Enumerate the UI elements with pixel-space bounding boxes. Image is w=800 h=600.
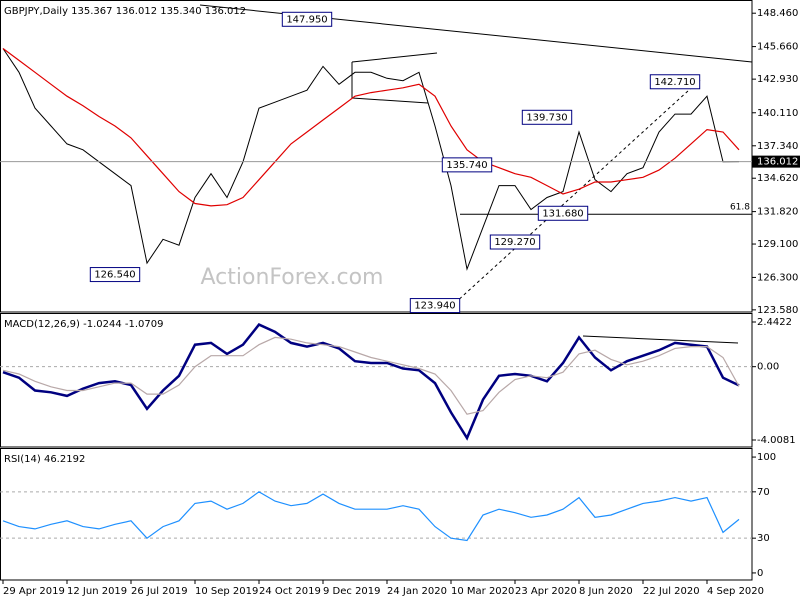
y-tick-label: 134.620: [757, 173, 798, 184]
annotation-label: 135.740: [446, 160, 487, 171]
x-tick-label: 24 Oct 2019: [259, 586, 321, 597]
y-tick-label: -4.0081: [757, 435, 796, 446]
annotation-label: 126.540: [94, 270, 135, 281]
annotation-label: 131.680: [542, 208, 583, 219]
y-tick-label: 100: [757, 452, 776, 463]
x-tick-label: 9 Dec 2019: [323, 586, 381, 597]
y-tick-label: 145.660: [757, 42, 798, 53]
series-line: [2, 491, 740, 542]
series-line: [2, 48, 740, 207]
panel-title: GBPJPY,Daily 135.367 136.012 135.340 136…: [4, 6, 246, 17]
panel-title: RSI(14) 46.2192: [4, 454, 85, 465]
annotation-label: 129.270: [494, 237, 535, 248]
annotation-label: 142.710: [654, 77, 695, 88]
x-tick-label: 10 Sep 2019: [195, 586, 258, 597]
watermark: ActionForex.com: [201, 265, 384, 290]
series-line: [2, 323, 740, 441]
pattern-line: [351, 97, 429, 104]
x-tick-label: 22 Jul 2020: [643, 586, 700, 597]
series-line: [2, 48, 740, 271]
annotation-label: 123.940: [414, 301, 455, 312]
channel-line: [454, 79, 701, 304]
y-tick-label: 0: [757, 568, 763, 579]
y-tick-label: 137.340: [757, 141, 798, 152]
x-tick-label: 24 Jan 2020: [387, 586, 447, 597]
y-tick-label: 142.930: [757, 74, 798, 85]
y-tick-label: 140.110: [757, 108, 798, 119]
panel-frame: [0, 313, 753, 448]
annotation-box: [537, 205, 589, 221]
y-tick-label: 126.300: [757, 272, 798, 283]
panel-title: MACD(12,26,9) -1.0244 -1.0709: [4, 319, 164, 330]
x-tick-label: 8 Jun 2020: [579, 586, 633, 597]
y-tick-label: 30: [757, 533, 770, 544]
fib-label: 61.8: [730, 203, 750, 213]
annotation-box: [489, 234, 541, 250]
y-tick-label: 70: [757, 487, 770, 498]
last-price-box: [752, 155, 800, 168]
macd-trend-line: [582, 335, 739, 344]
annotation-box: [649, 74, 701, 90]
x-tick-label: 23 Apr 2020: [515, 586, 577, 597]
y-tick-label: 123.580: [757, 305, 798, 316]
annotation-box: [89, 267, 141, 283]
x-tick-label: 4 Sep 2020: [707, 586, 764, 597]
series-line: [2, 336, 740, 415]
annotation-label: 139.730: [526, 112, 567, 123]
x-tick-label: 10 Mar 2020: [451, 586, 514, 597]
y-tick-label: 148.460: [757, 8, 798, 19]
annotation-box: [441, 157, 493, 173]
y-tick-label: 131.820: [757, 207, 798, 218]
x-tick-label: 12 Jun 2019: [67, 586, 127, 597]
x-tick-label: 26 Jul 2019: [131, 586, 188, 597]
annotation-box: [409, 298, 461, 314]
y-tick-label: 2.4422: [757, 317, 792, 328]
panel-frame: [0, 448, 753, 581]
last-price-label: 136.012: [757, 157, 798, 168]
annotation-label: 147.950: [286, 14, 327, 25]
y-tick-label: 0.00: [757, 362, 779, 373]
y-tick-label: 129.100: [757, 239, 798, 250]
annotation-box: [521, 109, 573, 125]
annotation-box: [281, 11, 333, 27]
x-tick-label: 29 Apr 2019: [3, 586, 65, 597]
pattern-line: [351, 52, 438, 63]
